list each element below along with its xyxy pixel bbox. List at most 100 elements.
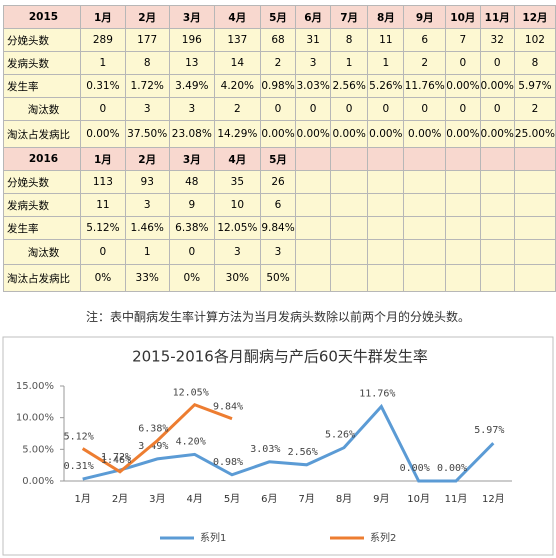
table-cell: 0: [479, 97, 515, 121]
row-label: 淘汰占发病比: [3, 120, 81, 148]
empty-cell: [513, 216, 556, 240]
empty-cell: [329, 239, 369, 265]
table-cell: 25.00%: [513, 120, 556, 148]
table-cell: 7: [445, 28, 481, 52]
empty-cell: [295, 216, 331, 240]
table-cell: 0%: [79, 264, 126, 292]
table-cell: 5.12%: [79, 216, 126, 240]
table-cell: 6.38%: [168, 216, 216, 240]
data-table: 2015 1月 2月 3月 4月 5月 6月 7月 8月 9月 10月 11月 12月 分娩头数 289 17…: [3, 5, 556, 292]
note: 注：表中酮病发生率计算方法为当月发病头数除以前两个月的分娩头数。: [85, 310, 470, 324]
table-cell: 0: [329, 97, 369, 121]
empty-cell: [513, 170, 556, 194]
data-label: 9.84%: [213, 402, 243, 413]
table-cell: 3: [295, 51, 331, 75]
table-cell: 4月: [214, 147, 261, 171]
data-label: 1.46%: [101, 455, 131, 466]
y-tick-label: 10.00%: [16, 413, 54, 424]
data-label: 1.72%: [101, 452, 131, 463]
empty-cell: [329, 147, 369, 171]
x-tick-label: 12月: [482, 493, 505, 505]
table-cell: 8: [329, 28, 369, 52]
x-tick-label: 1月: [74, 493, 90, 505]
table-cell: 4月: [214, 5, 261, 29]
x-tick-label: 6月: [261, 493, 277, 505]
table-cell: 2月: [124, 5, 170, 29]
y-tick-label: 15.00%: [16, 381, 54, 392]
empty-cell: [295, 170, 331, 194]
data-label: 12.05%: [173, 388, 209, 399]
x-tick-label: 2月: [112, 493, 128, 505]
y-tick-label: 5.00%: [22, 444, 54, 455]
table-cell: 12.05%: [214, 216, 261, 240]
empty-cell: [329, 170, 369, 194]
table-cell: 11月: [479, 5, 515, 29]
table-row: 发生率 5.12% 1.46% 6.38% 12.05% 9.84%: [3, 216, 556, 240]
table-cell: 8: [124, 51, 170, 75]
row-label: 发病头数: [3, 51, 81, 75]
table-cell: 0: [445, 97, 481, 121]
empty-cell: [513, 193, 556, 217]
table-cell: 0: [367, 97, 405, 121]
empty-cell: [295, 193, 331, 217]
table-cell: 50%: [259, 264, 297, 292]
table-cell: 0.00%: [479, 120, 515, 148]
table-cell: 11: [79, 193, 126, 217]
x-tick-label: 7月: [298, 493, 314, 505]
empty-cell: [479, 216, 515, 240]
table-cell: 3: [259, 239, 297, 265]
table-row: 淘汰数 0 1 0 3 3: [3, 239, 556, 265]
row-label: 发生率: [3, 74, 81, 98]
table-cell: 3: [124, 97, 170, 121]
table-cell: 0.00%: [445, 120, 481, 148]
table-cell: 13: [168, 51, 216, 75]
empty-cell: [329, 264, 369, 292]
empty-cell: [403, 264, 447, 292]
empty-cell: [403, 239, 447, 265]
row-label: 淘汰数: [3, 239, 81, 265]
chart-title: 2015-2016各月酮病与产后60天牛群发生率: [132, 348, 428, 366]
table-cell: 2: [513, 97, 556, 121]
empty-cell: [445, 239, 481, 265]
row-label: 分娩头数: [3, 28, 81, 52]
series-line: [81, 402, 233, 474]
data-label: 11.76%: [359, 389, 395, 400]
legend-label: 系列2: [370, 531, 396, 544]
row-label: 2016: [3, 147, 81, 171]
table-cell: 2: [403, 51, 447, 75]
x-tick-label: 5月: [224, 493, 240, 505]
data-label: 5.26%: [325, 430, 355, 441]
x-tick-label: 11月: [445, 493, 468, 505]
data-label: 2.56%: [288, 447, 318, 458]
table-cell: 10月: [445, 5, 481, 29]
table-cell: 31: [295, 28, 331, 52]
table-cell: 2: [214, 97, 261, 121]
table-cell: 11: [367, 28, 405, 52]
table-cell: 5.97%: [513, 74, 556, 98]
legend-label: 系列1: [200, 531, 226, 544]
table-cell: 1: [367, 51, 405, 75]
empty-cell: [479, 264, 515, 292]
table-cell: 0.00%: [403, 120, 447, 148]
table-cell: 3月: [168, 5, 216, 29]
table-cell: 2: [259, 51, 297, 75]
data-label: 0.00%: [437, 463, 467, 474]
table-cell: 196: [168, 28, 216, 52]
table-cell: 8: [513, 51, 556, 75]
table-cell: 0.00%: [479, 74, 515, 98]
x-tick-label: 8月: [336, 493, 352, 505]
table-cell: 12月: [513, 5, 556, 29]
row-label: 发生率: [3, 216, 81, 240]
table-cell: 0: [168, 239, 216, 265]
series-line: [82, 403, 495, 483]
x-tick-label: 9月: [373, 493, 389, 505]
empty-cell: [513, 264, 556, 292]
table-cell: 33%: [124, 264, 170, 292]
table-cell: 0.00%: [445, 74, 481, 98]
empty-cell: [479, 193, 515, 217]
table-cell: 0.31%: [79, 74, 126, 98]
row-label: 淘汰占发病比: [3, 264, 81, 292]
table-cell: 48: [168, 170, 216, 194]
data-label: 6.38%: [138, 424, 168, 435]
